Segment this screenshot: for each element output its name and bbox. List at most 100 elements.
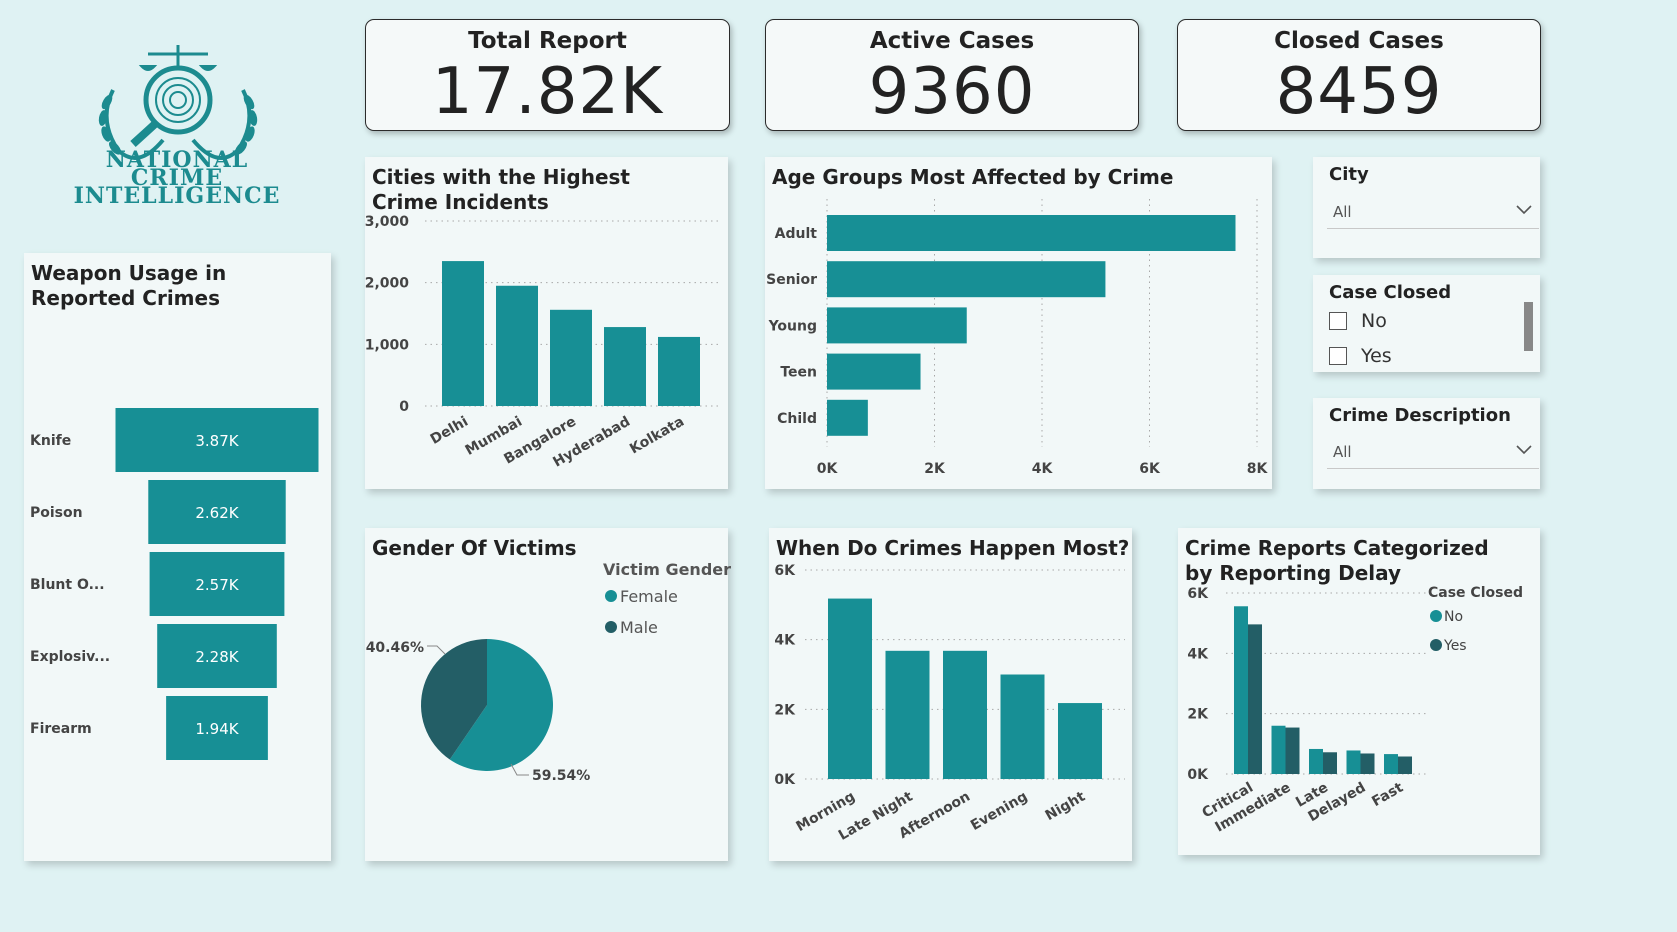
gender-pie-svg: 59.54% 40.46% Victim Gender Female Male bbox=[366, 560, 731, 784]
bar bbox=[827, 353, 921, 390]
legend-label: No bbox=[1444, 609, 1463, 625]
funnel-label: Explosiv... bbox=[30, 649, 110, 665]
pie-slice bbox=[449, 639, 553, 771]
kpi-title: Closed Cases bbox=[1274, 28, 1444, 54]
funnel-label: Blunt O... bbox=[30, 577, 105, 593]
funnel-label: Poison bbox=[30, 505, 83, 521]
bar bbox=[1248, 624, 1262, 774]
x-tick-label: Kolkata bbox=[627, 414, 687, 458]
crime-description-dropdown[interactable]: All bbox=[1327, 432, 1539, 469]
legend-title: Case Closed bbox=[1428, 585, 1523, 601]
chart-title: Crime Reports Categorized by Reporting D… bbox=[1185, 536, 1489, 585]
slicer-title: Crime Description bbox=[1329, 405, 1511, 426]
y-tick-label: 3,000 bbox=[365, 214, 410, 230]
funnel-label: Firearm bbox=[30, 721, 92, 737]
y-tick-label: 6K bbox=[774, 563, 796, 579]
y-tick-label: 0K bbox=[774, 772, 796, 788]
y-tick-label: 2K bbox=[774, 702, 796, 718]
y-tick-label: 2,000 bbox=[365, 276, 410, 292]
logo-line-1: NATIONAL bbox=[105, 147, 249, 173]
bar bbox=[828, 598, 872, 779]
x-tick-label: 0K bbox=[817, 461, 839, 477]
slicer-title: Case Closed bbox=[1329, 282, 1452, 303]
dropdown-value: All bbox=[1333, 203, 1352, 221]
legend-title: Victim Gender bbox=[603, 560, 731, 579]
bar bbox=[885, 650, 930, 779]
legend-label: Yes bbox=[1443, 638, 1467, 654]
legend-swatch bbox=[605, 590, 617, 602]
x-tick-label: 8K bbox=[1247, 461, 1269, 477]
chevron-down-icon bbox=[1516, 205, 1532, 215]
funnel-label: Knife bbox=[30, 433, 71, 449]
x-tick-label: Evening bbox=[968, 789, 1031, 834]
bar bbox=[827, 307, 967, 344]
kpi-value: 8459 bbox=[1275, 55, 1443, 129]
bar bbox=[827, 261, 1106, 298]
weapon-funnel-svg: Knife 3.87K Poison 2.62K Blunt O... 2.57K Expl… bbox=[30, 408, 319, 760]
gender-chart[interactable]: Gender Of Victims 59.54% 40.46% Victim Gen… bbox=[365, 528, 731, 861]
bar bbox=[1360, 753, 1375, 774]
legend-swatch bbox=[1430, 639, 1442, 651]
leader-line bbox=[510, 763, 529, 776]
pie-data-label: 59.54% bbox=[532, 768, 590, 784]
funnel-bar bbox=[115, 408, 319, 472]
bar bbox=[827, 215, 1236, 251]
checkbox-yes[interactable] bbox=[1329, 347, 1347, 365]
legend-label: Male bbox=[620, 618, 658, 637]
bar bbox=[1346, 750, 1361, 774]
funnel-bar bbox=[149, 552, 285, 616]
y-tick-label: 0K bbox=[1187, 767, 1209, 783]
bar bbox=[496, 285, 538, 406]
chart-title: Age Groups Most Affected by Crime bbox=[772, 165, 1174, 189]
y-tick-label: 4K bbox=[774, 633, 796, 649]
bar bbox=[1234, 606, 1248, 774]
legend-label: Female bbox=[620, 587, 678, 606]
age-bar-svg: 0K 2K 4K 6K 8K Adult Senior Young Teen Child bbox=[766, 199, 1269, 477]
x-tick-label: 4K bbox=[1032, 461, 1054, 477]
bar bbox=[1384, 754, 1398, 774]
emblem-icon bbox=[98, 45, 258, 160]
bar bbox=[1398, 756, 1412, 774]
checkbox-label: No bbox=[1361, 310, 1387, 332]
y-tick-label: Teen bbox=[780, 365, 817, 381]
funnel-value-label: 2.62K bbox=[195, 504, 239, 522]
city-slicer[interactable]: City All bbox=[1313, 157, 1540, 258]
bar bbox=[1309, 748, 1323, 774]
funnel-bar bbox=[166, 696, 268, 760]
dropdown-value: All bbox=[1333, 443, 1352, 461]
y-tick-label: 0 bbox=[399, 399, 409, 415]
bar bbox=[943, 650, 987, 779]
slicer-scrollbar[interactable] bbox=[1524, 302, 1533, 351]
time-chart[interactable]: When Do Crimes Happen Most? 6K 4K 2K 0K Morn… bbox=[769, 528, 1132, 861]
x-tick-label: Night bbox=[1043, 788, 1089, 824]
pie-data-label: 40.46% bbox=[366, 640, 424, 656]
funnel-value-label: 2.28K bbox=[195, 648, 239, 666]
case-closed-slicer[interactable]: Case Closed No Yes bbox=[1313, 275, 1540, 372]
y-tick-label: Adult bbox=[775, 226, 818, 242]
weapon-usage-chart[interactable]: Weapon Usage in Reported Crimes Knife 3.8… bbox=[24, 253, 331, 861]
slicer-title: City bbox=[1329, 164, 1369, 185]
kpi-total-report: Total Report 17.82K bbox=[365, 19, 730, 131]
legend-swatch bbox=[1430, 610, 1442, 622]
crime-description-slicer[interactable]: Crime Description All bbox=[1313, 398, 1540, 489]
chart-title: When Do Crimes Happen Most? bbox=[776, 536, 1130, 560]
kpi-value: 9360 bbox=[868, 55, 1036, 129]
y-tick-label: Young bbox=[768, 318, 817, 334]
kpi-title: Active Cases bbox=[869, 28, 1035, 54]
x-tick-label: 6K bbox=[1139, 461, 1161, 477]
funnel-value-label: 1.94K bbox=[195, 720, 239, 738]
bar bbox=[1271, 725, 1286, 774]
funnel-bar bbox=[157, 624, 277, 688]
age-groups-chart[interactable]: Age Groups Most Affected by Crime 0K 2K 4K… bbox=[765, 157, 1272, 489]
chevron-down-icon bbox=[1516, 445, 1532, 455]
x-tick-label: Delhi bbox=[428, 414, 471, 448]
cities-bar-svg: 3,0002,0001,0000DelhiMumbaiBangaloreHyde… bbox=[365, 214, 720, 471]
checkbox-no[interactable] bbox=[1329, 312, 1347, 330]
delay-chart[interactable]: Crime Reports Categorized by Reporting D… bbox=[1178, 528, 1540, 855]
funnel-value-label: 2.57K bbox=[195, 576, 239, 594]
bar bbox=[827, 399, 868, 436]
cities-chart[interactable]: Cities with the Highest Crime Incidents … bbox=[365, 157, 728, 489]
city-dropdown[interactable]: All bbox=[1327, 192, 1539, 229]
